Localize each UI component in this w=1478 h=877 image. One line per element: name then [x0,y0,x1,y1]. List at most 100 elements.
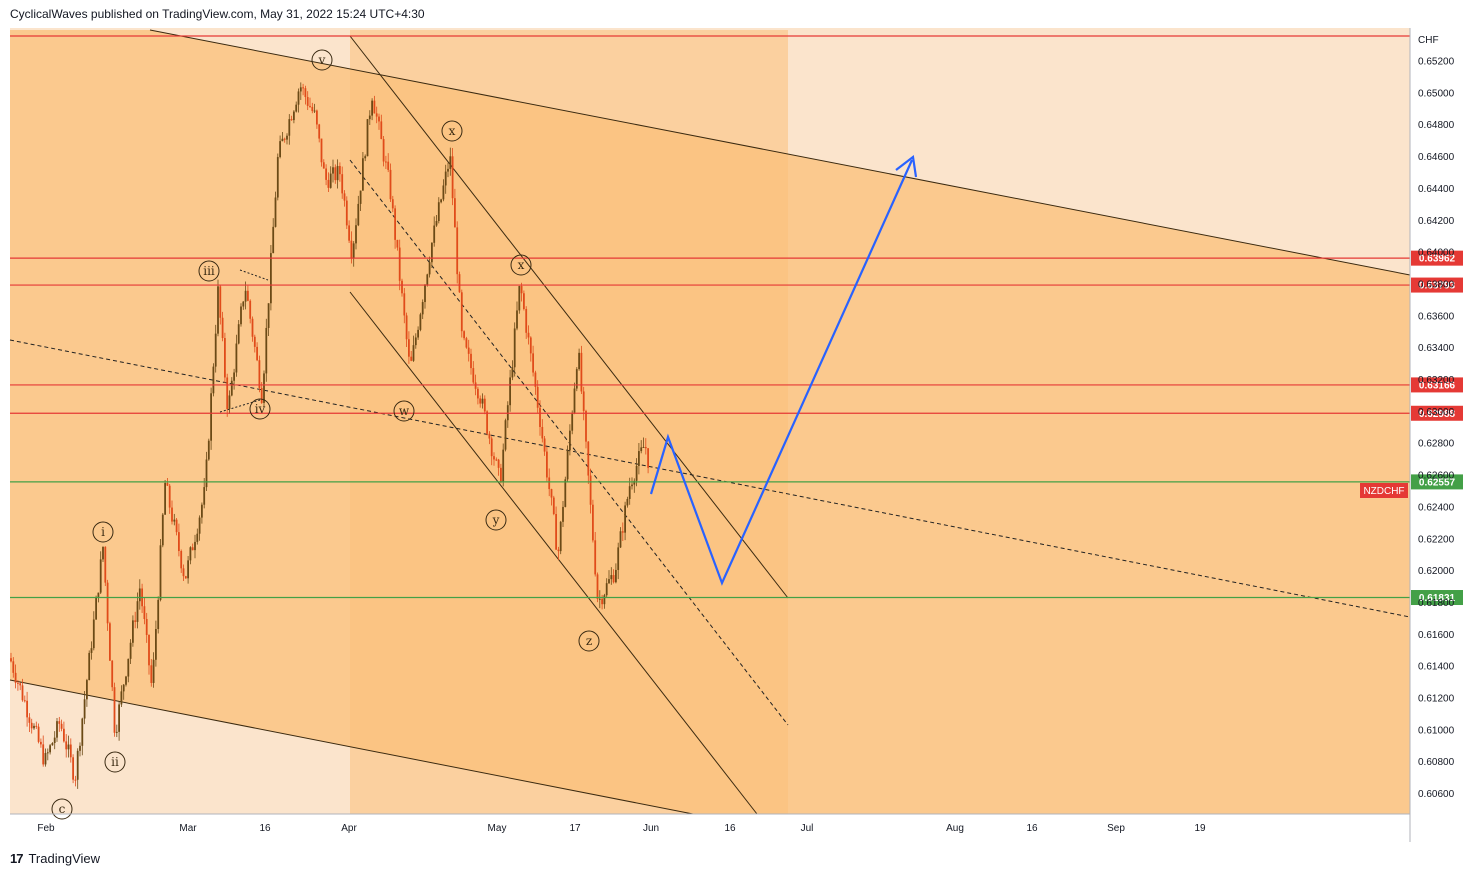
candle-body-130 [309,105,311,107]
candle-body-242 [566,450,569,480]
candle-body-121 [288,119,291,136]
candle-body-63 [155,629,157,660]
candle-body-54 [134,620,137,622]
candle-body-237 [555,514,557,550]
candle-body-65 [159,545,162,600]
wave-label-circle-10 [51,798,73,820]
wave-label-circle-6 [485,509,507,531]
candle-body-203 [477,388,479,399]
candle-body-182 [428,262,431,275]
candle-body-175 [412,345,415,361]
candle-body-146 [345,200,348,226]
candle-body-236 [552,497,555,515]
candle-body-192 [451,156,454,199]
candle-body-194 [456,227,459,275]
level-badge-5[interactable]: 0.62557 [1419,477,1456,488]
candle-body-37 [95,597,97,620]
candle-body-238 [557,549,560,552]
candle-body-191 [449,156,452,169]
y-tick-label-15: 0.62200 [1418,534,1455,545]
candle-body-115 [274,197,277,227]
candle-body-114 [272,226,275,254]
projection-arrowhead-icon [895,154,918,178]
brand-text: TradingView [28,851,101,866]
wave-label-10: c [59,802,66,816]
candle-body-89 [214,333,217,367]
candle-body-40 [102,546,104,560]
candle-body-44 [111,660,114,688]
candle-body-207 [486,411,488,434]
y-tick-label-11: 0.63000 [1418,407,1455,418]
candle-body-56 [138,588,141,602]
candle-body-240 [562,506,564,522]
level-badge-1[interactable]: 0.63962 [1419,254,1456,265]
y-tick-label-2: 0.64800 [1418,120,1455,131]
candle-body-9 [30,722,33,729]
candle-body-124 [295,104,298,112]
candle-body-224 [525,309,528,333]
candle-body-78 [189,547,192,561]
candle-body-163 [385,161,387,163]
candle-body-185 [435,221,438,226]
candle-body-247 [578,352,580,370]
candle-body-66 [161,514,164,546]
candle-body-100 [240,306,242,325]
level-badge-2[interactable]: 0.63793 [1419,281,1456,292]
candle-body-70 [171,507,173,522]
candle-body-84 [203,487,206,505]
candle-body-90 [217,286,219,334]
level-badge-4[interactable]: 0.62988 [1419,409,1456,420]
candle-body-77 [187,560,189,579]
y-tick-label-21: 0.61000 [1418,725,1455,736]
candle-body-41 [104,546,107,583]
candle-body-275 [642,447,645,449]
candle-body-61 [150,665,153,683]
candle-body-270 [631,484,633,487]
wave-label-1: x [449,124,456,138]
candle-body-157 [371,100,373,116]
level-badge-bg-1 [1411,250,1463,266]
level-badge-6[interactable]: 0.61831 [1419,593,1456,604]
candle-body-200 [470,353,472,369]
candle-body-234 [548,477,551,490]
candle-body-64 [157,599,160,630]
candle-body-177 [417,329,419,338]
candle-body-118 [281,138,284,142]
candle-body-22 [60,723,63,729]
wave-label-circle-1 [441,120,463,142]
dotted-wave-line-b [239,269,269,281]
y-tick-label-23: 0.60600 [1418,789,1455,800]
candle-body-18 [51,743,54,746]
y-tick-label-1: 0.65000 [1418,88,1455,99]
candle-body-161 [380,121,383,140]
candle-body-102 [244,290,247,302]
candle-body-138 [327,179,330,188]
symbol-badge[interactable]: NZDCHF [1363,486,1404,497]
publisher-header: CyclicalWaves published on TradingView.c… [10,7,425,21]
candle-body-95 [228,395,231,409]
x-tick-label-12: 19 [1194,823,1206,834]
candle-body-257 [601,598,603,605]
y-tick-label-16: 0.62000 [1418,566,1455,577]
candle-body-243 [569,430,571,451]
candle-body-71 [173,519,176,522]
candle-body-227 [532,353,534,373]
falling-channel-upper [349,35,789,599]
candle-body-132 [313,110,316,112]
candle-body-246 [575,369,578,389]
candle-body-36 [92,619,95,649]
candle-body-43 [109,623,111,661]
candle-body-50 [125,676,127,685]
candle-body-110 [263,373,265,403]
level-badge-3[interactable]: 0.63166 [1419,380,1456,391]
tradingview-brand[interactable]: 17 TradingView [10,851,100,866]
candle-body-32 [83,699,86,719]
candle-body-45 [113,687,116,733]
candle-body-241 [564,479,567,507]
x-tick-label-1: Mar [179,823,197,834]
candle-body-231 [541,426,544,439]
y-tick-label-5: 0.64200 [1418,216,1455,227]
dotted-wave-line-a [219,399,261,413]
candle-body-219 [513,328,516,368]
